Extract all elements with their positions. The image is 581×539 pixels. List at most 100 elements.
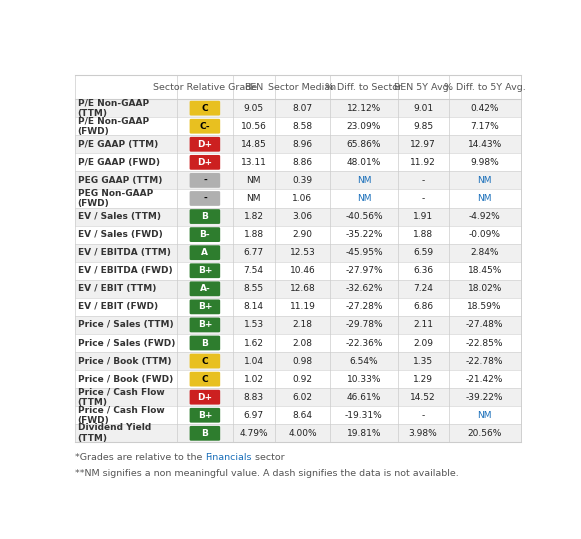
Text: 12.68: 12.68: [289, 284, 315, 293]
Text: 6.86: 6.86: [413, 302, 433, 312]
Text: 10.46: 10.46: [289, 266, 315, 275]
Text: NM: NM: [357, 194, 371, 203]
Text: 1.62: 1.62: [243, 338, 264, 348]
Text: 2.90: 2.90: [292, 230, 313, 239]
Text: 7.54: 7.54: [243, 266, 264, 275]
Bar: [75, 370, 521, 388]
Text: 18.59%: 18.59%: [467, 302, 502, 312]
Text: 1.04: 1.04: [243, 357, 264, 365]
FancyBboxPatch shape: [189, 101, 220, 115]
Text: P/E GAAP (TTM): P/E GAAP (TTM): [78, 140, 158, 149]
Text: % Diff. to 5Y Avg.: % Diff. to 5Y Avg.: [444, 82, 526, 92]
Text: D+: D+: [198, 393, 213, 402]
Text: -27.97%: -27.97%: [345, 266, 383, 275]
Text: 46.61%: 46.61%: [347, 393, 381, 402]
Bar: [75, 244, 521, 262]
Text: -21.42%: -21.42%: [466, 375, 503, 384]
Text: 0.98: 0.98: [292, 357, 313, 365]
Text: NM: NM: [478, 176, 492, 185]
Text: 3.06: 3.06: [292, 212, 313, 221]
Text: 23.09%: 23.09%: [347, 122, 381, 131]
Text: 19.81%: 19.81%: [347, 429, 381, 438]
Text: EV / EBITDA (FWD): EV / EBITDA (FWD): [78, 266, 172, 275]
FancyBboxPatch shape: [189, 336, 220, 350]
Text: B: B: [202, 212, 209, 221]
Text: Sector Median: Sector Median: [268, 82, 336, 92]
FancyBboxPatch shape: [189, 408, 220, 423]
Text: BEN: BEN: [244, 82, 263, 92]
Text: -4.92%: -4.92%: [469, 212, 501, 221]
Text: EV / EBIT (FWD): EV / EBIT (FWD): [78, 302, 157, 312]
Text: B-: B-: [200, 230, 210, 239]
Text: -29.78%: -29.78%: [345, 321, 383, 329]
Text: C: C: [202, 357, 208, 365]
Text: % Diff. to Sector: % Diff. to Sector: [325, 82, 403, 92]
Text: Price / Book (TTM): Price / Book (TTM): [78, 357, 171, 365]
FancyBboxPatch shape: [189, 390, 220, 405]
Text: 12.12%: 12.12%: [347, 103, 381, 113]
Text: 8.96: 8.96: [292, 140, 313, 149]
Text: 4.00%: 4.00%: [288, 429, 317, 438]
Text: 12.53: 12.53: [289, 248, 315, 257]
Text: -27.28%: -27.28%: [345, 302, 383, 312]
Text: 7.24: 7.24: [413, 284, 433, 293]
Text: D+: D+: [198, 140, 213, 149]
Text: 8.07: 8.07: [292, 103, 313, 113]
Text: P/E Non-GAAP
(TTM): P/E Non-GAAP (TTM): [78, 98, 149, 118]
Text: -: -: [421, 194, 425, 203]
Text: 8.14: 8.14: [243, 302, 264, 312]
Text: Price / Cash Flow
(FWD): Price / Cash Flow (FWD): [78, 405, 164, 425]
FancyBboxPatch shape: [189, 209, 220, 224]
FancyBboxPatch shape: [189, 317, 220, 333]
Text: 1.29: 1.29: [413, 375, 433, 384]
Text: -35.22%: -35.22%: [345, 230, 383, 239]
Text: 9.05: 9.05: [243, 103, 264, 113]
Text: 12.97: 12.97: [410, 140, 436, 149]
Text: -19.31%: -19.31%: [345, 411, 383, 420]
Bar: [75, 316, 521, 334]
Text: 0.39: 0.39: [292, 176, 313, 185]
Text: -: -: [203, 194, 207, 203]
Text: -22.78%: -22.78%: [466, 357, 503, 365]
Text: NM: NM: [478, 194, 492, 203]
FancyBboxPatch shape: [189, 245, 220, 260]
Bar: [75, 352, 521, 370]
Text: 9.01: 9.01: [413, 103, 433, 113]
Text: 11.92: 11.92: [410, 158, 436, 167]
Text: -: -: [421, 411, 425, 420]
Bar: [75, 75, 521, 99]
Text: Price / Sales (TTM): Price / Sales (TTM): [78, 321, 173, 329]
Text: 1.88: 1.88: [243, 230, 264, 239]
Text: 6.54%: 6.54%: [350, 357, 378, 365]
Bar: [75, 334, 521, 352]
Text: 20.56%: 20.56%: [468, 429, 502, 438]
Text: 1.88: 1.88: [413, 230, 433, 239]
Text: -39.22%: -39.22%: [466, 393, 503, 402]
Text: 8.55: 8.55: [243, 284, 264, 293]
Text: D+: D+: [198, 158, 213, 167]
Text: B+: B+: [198, 266, 212, 275]
FancyBboxPatch shape: [189, 173, 220, 188]
Bar: [75, 153, 521, 171]
Text: 3.98%: 3.98%: [409, 429, 437, 438]
FancyBboxPatch shape: [189, 426, 220, 441]
Text: EV / Sales (TTM): EV / Sales (TTM): [78, 212, 160, 221]
Text: 14.43%: 14.43%: [468, 140, 502, 149]
Text: NM: NM: [246, 194, 261, 203]
Text: 2.11: 2.11: [413, 321, 433, 329]
Text: 13.11: 13.11: [241, 158, 267, 167]
Bar: [75, 388, 521, 406]
Bar: [75, 280, 521, 298]
FancyBboxPatch shape: [189, 300, 220, 314]
Bar: [75, 99, 521, 117]
Text: 2.84%: 2.84%: [471, 248, 499, 257]
Text: PEG Non-GAAP
(FWD): PEG Non-GAAP (FWD): [78, 189, 153, 209]
Text: 14.52: 14.52: [410, 393, 436, 402]
Text: Price / Cash Flow
(TTM): Price / Cash Flow (TTM): [78, 388, 164, 407]
Text: PEG GAAP (TTM): PEG GAAP (TTM): [78, 176, 162, 185]
Bar: [75, 189, 521, 208]
Bar: [75, 226, 521, 244]
Text: 18.45%: 18.45%: [468, 266, 502, 275]
Text: **NM signifies a non meaningful value. A dash signifies the data is not availabl: **NM signifies a non meaningful value. A…: [75, 468, 458, 478]
Text: -40.56%: -40.56%: [345, 212, 383, 221]
